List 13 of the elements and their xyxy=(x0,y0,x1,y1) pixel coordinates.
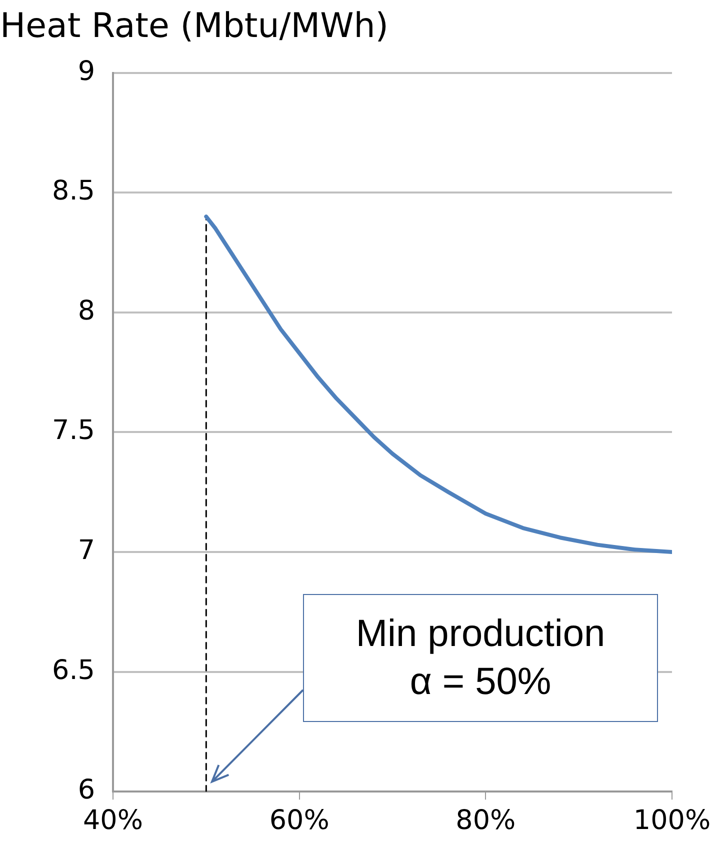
x-tick-label: 40% xyxy=(82,804,144,836)
annotation: Min production α = 50% xyxy=(303,594,658,722)
y-tick-label: 7.5 xyxy=(52,415,95,446)
y-tick-label: 6.5 xyxy=(52,654,95,686)
chart-title: Heat Rate (Mbtu/MWh) xyxy=(0,6,389,46)
x-tick-label: 80% xyxy=(456,804,516,836)
x-tick-label: 100% xyxy=(633,804,711,836)
y-tick-label: 7 xyxy=(78,535,95,566)
y-tick-label: 8 xyxy=(78,295,95,326)
y-tick-label: 9 xyxy=(78,56,95,87)
x-tick-label: 60% xyxy=(269,804,330,836)
y-tick-label: 6 xyxy=(78,774,95,806)
y-tick-label: 8.5 xyxy=(52,176,95,207)
